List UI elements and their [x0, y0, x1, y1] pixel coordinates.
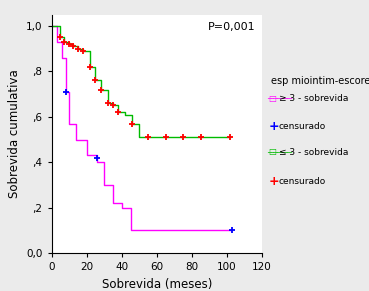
Text: +: +	[269, 120, 279, 133]
Text: ≥ 3 - sobrevida: ≥ 3 - sobrevida	[279, 95, 348, 103]
Text: censurado: censurado	[279, 178, 326, 186]
Text: ─────: ─────	[268, 147, 293, 156]
Text: □: □	[269, 94, 276, 102]
Text: P=0,001: P=0,001	[208, 22, 256, 32]
Text: +: +	[269, 175, 279, 188]
Text: ≤ 3 - sobrevida: ≤ 3 - sobrevida	[279, 148, 348, 157]
Text: ─────: ─────	[268, 93, 293, 102]
Y-axis label: Sobrevida cumulativa: Sobrevida cumulativa	[8, 70, 21, 198]
X-axis label: Sobrevida (meses): Sobrevida (meses)	[101, 278, 212, 291]
Text: □: □	[269, 148, 276, 156]
Text: censurado: censurado	[279, 122, 326, 131]
Text: esp miointim-escore: esp miointim-escore	[271, 76, 369, 86]
